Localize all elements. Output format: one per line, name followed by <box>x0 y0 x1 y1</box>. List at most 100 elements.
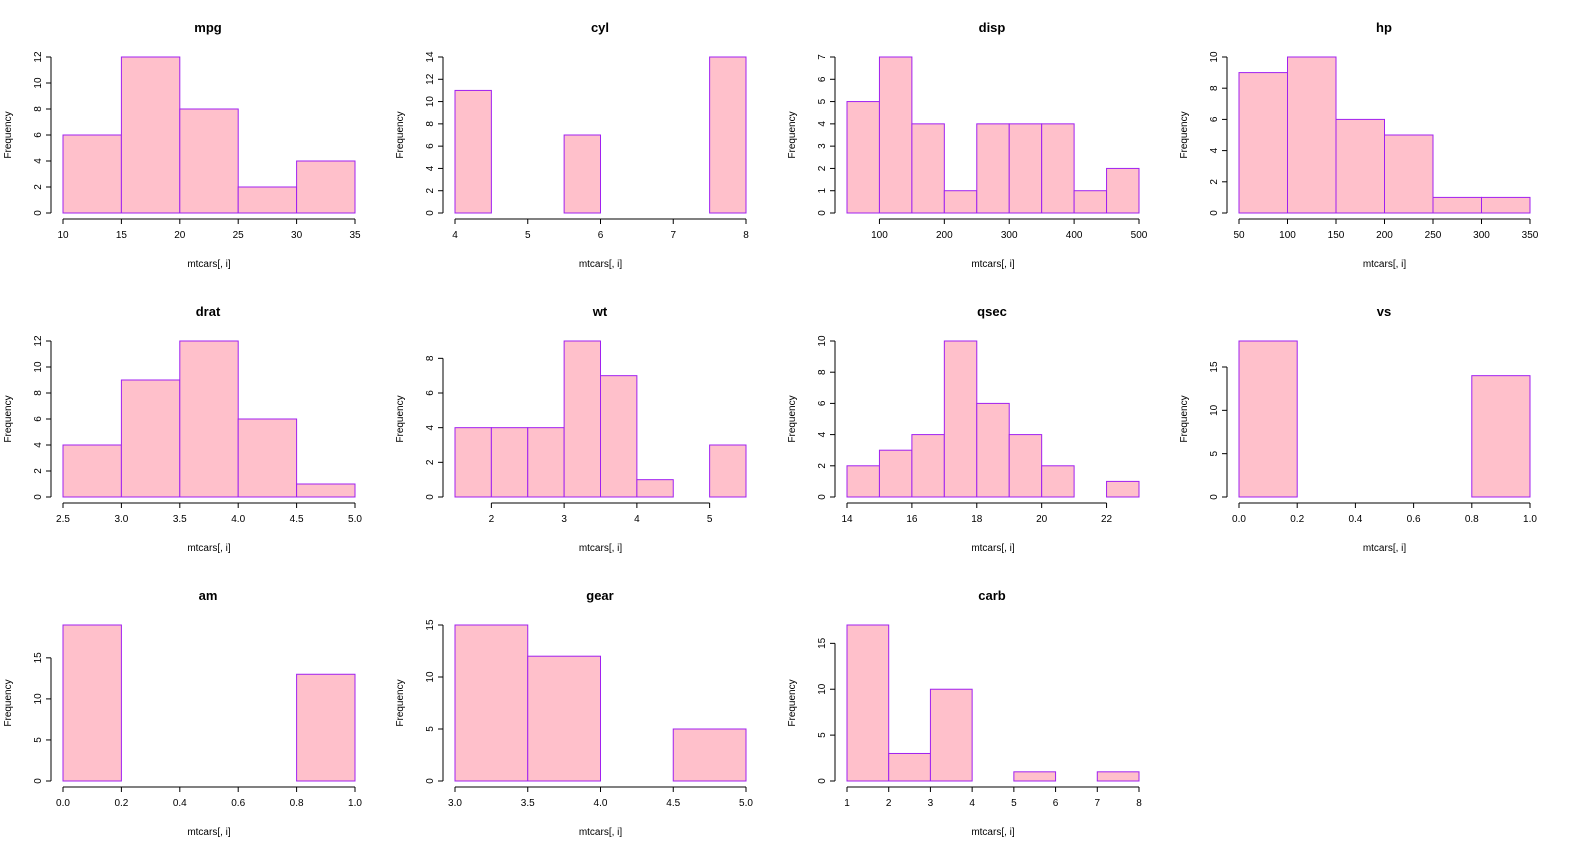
y-tick-label: 6 <box>1209 116 1220 122</box>
x-tick-label: 0.2 <box>114 798 128 809</box>
x-tick-label: 200 <box>936 230 953 241</box>
histogram-bar <box>1041 465 1075 498</box>
histogram-bar <box>1096 771 1140 782</box>
y-axis-label: Frequency <box>3 679 14 726</box>
x-tick-label: 0.8 <box>1465 514 1479 525</box>
y-tick-label: 6 <box>817 400 828 406</box>
histogram-bar <box>1238 340 1298 498</box>
x-tick-label: 150 <box>1328 230 1345 241</box>
histogram-bar <box>527 655 601 782</box>
x-tick-label: 4 <box>969 798 975 809</box>
y-tick-label: 0 <box>425 210 436 216</box>
histogram-drat: drat 2.5 3.0 3.5 4.0 4.5 5.0 0 2 4 6 8 10 12 mtcars[, … <box>3 304 362 554</box>
x-tick-label: 5 <box>525 230 531 241</box>
y-tick-label: 10 <box>1209 51 1220 63</box>
x-tick-label: 0.4 <box>173 798 187 809</box>
x-tick-label: 20 <box>1036 514 1048 525</box>
y-tick-label: 8 <box>33 106 44 112</box>
y-tick-label: 6 <box>425 390 436 396</box>
x-tick-label: 6 <box>1053 798 1059 809</box>
y-tick-label: 0 <box>1209 210 1220 216</box>
histogram-bar <box>237 418 298 498</box>
x-tick-label: 100 <box>871 230 888 241</box>
histogram-bar <box>454 89 492 214</box>
x-tick-label: 5.0 <box>739 798 753 809</box>
x-tick-label: 4.0 <box>594 798 608 809</box>
histogram-bar <box>911 434 945 498</box>
y-tick-label: 2 <box>33 184 44 190</box>
chart-title: qsec <box>977 304 1007 319</box>
x-tick-label: 5.0 <box>348 514 362 525</box>
y-tick-label: 10 <box>1209 404 1220 416</box>
histogram-bar <box>846 101 880 214</box>
y-tick-label: 12 <box>425 73 436 85</box>
histogram-bar <box>62 134 122 214</box>
x-tick-label: 1 <box>844 798 850 809</box>
y-tick-label: 15 <box>1209 361 1220 373</box>
histogram-bar <box>1106 480 1140 498</box>
x-axis-label: mtcars[, i] <box>1363 543 1407 554</box>
x-axis-label: mtcars[, i] <box>187 827 231 838</box>
x-tick-label: 35 <box>349 230 361 241</box>
x-axis-label: mtcars[, i] <box>579 543 623 554</box>
histogram-bar <box>179 340 239 498</box>
y-tick-label: 0 <box>817 210 828 216</box>
y-tick-label: 4 <box>33 158 44 164</box>
histogram-bar <box>563 340 601 498</box>
histogram-bar <box>943 190 978 214</box>
y-tick-label: 5 <box>817 732 828 738</box>
y-tick-label: 5 <box>425 726 436 732</box>
x-tick-label: 8 <box>743 230 749 241</box>
y-tick-label: 8 <box>817 369 828 375</box>
x-tick-label: 0.6 <box>231 798 245 809</box>
histogram-disp: disp 100 200 300 400 500 0 1 2 3 4 5 6 7 mtcars[, i] Fr… <box>787 20 1148 270</box>
x-tick-label: 400 <box>1066 230 1083 241</box>
histogram-gear: gear 3.0 3.5 4.0 4.5 5.0 0 5 10 15 mtcars[, i] Freq… <box>395 588 753 838</box>
y-tick-label: 2 <box>33 468 44 474</box>
y-tick-label: 0 <box>817 778 828 784</box>
y-tick-label: 4 <box>1209 147 1220 153</box>
y-tick-label: 0 <box>425 494 436 500</box>
x-tick-label: 2 <box>489 514 495 525</box>
histogram-bar <box>1432 196 1482 214</box>
histogram-bar <box>1481 196 1531 214</box>
y-axis-label: Frequency <box>1179 111 1190 158</box>
y-tick-label: 2 <box>817 463 828 469</box>
y-tick-label: 2 <box>817 165 828 171</box>
y-tick-label: 15 <box>817 637 828 649</box>
histogram-bar <box>846 465 880 498</box>
x-tick-label: 4 <box>634 514 640 525</box>
histogram-bar <box>1008 434 1043 498</box>
x-tick-label: 20 <box>174 230 186 241</box>
histogram-bar <box>846 624 890 782</box>
y-tick-label: 10 <box>425 671 436 683</box>
chart-title: vs <box>1377 304 1391 319</box>
histogram-vs: vs 0.0 0.2 0.4 0.6 0.8 1.0 0 5 10 15 mtcars[, i] Fre… <box>1179 304 1537 554</box>
y-tick-label: 8 <box>1209 85 1220 91</box>
x-tick-label: 100 <box>1279 230 1296 241</box>
x-tick-label: 7 <box>670 230 676 241</box>
histogram-bar <box>454 427 492 498</box>
x-axis-label: mtcars[, i] <box>971 259 1015 270</box>
y-tick-label: 2 <box>425 459 436 465</box>
histogram-bar <box>454 624 529 782</box>
x-tick-label: 18 <box>971 514 983 525</box>
x-tick-label: 0.8 <box>290 798 304 809</box>
histogram-bar <box>179 108 239 214</box>
x-axis-label: mtcars[, i] <box>1363 259 1407 270</box>
y-tick-label: 14 <box>425 51 436 63</box>
x-tick-label: 3 <box>561 514 567 525</box>
x-tick-label: 200 <box>1376 230 1393 241</box>
y-axis-label: Frequency <box>787 679 798 726</box>
histogram-bar <box>878 449 913 498</box>
y-tick-label: 1 <box>817 187 828 193</box>
histogram-bar <box>1471 375 1531 498</box>
histogram-bar <box>1335 118 1385 214</box>
y-axis-label: Frequency <box>3 111 14 158</box>
y-tick-label: 0 <box>1209 494 1220 500</box>
x-tick-label: 300 <box>1473 230 1490 241</box>
histogram-carb: carb 1 2 3 4 5 6 7 8 0 5 10 15 mtcars[, i] Frequency <box>787 588 1142 838</box>
y-tick-label: 7 <box>817 54 828 60</box>
x-axis-label: mtcars[, i] <box>971 827 1015 838</box>
y-tick-label: 4 <box>817 121 828 127</box>
